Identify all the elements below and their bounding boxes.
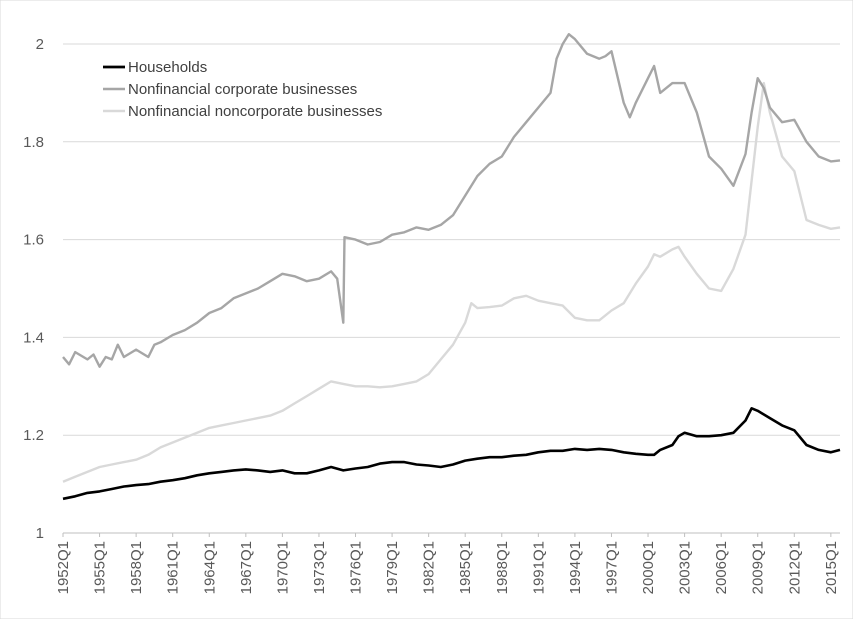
x-tick-label: 2003Q1: [677, 541, 694, 594]
y-tick-label: 2: [36, 36, 44, 53]
x-tick-label: 2015Q1: [823, 541, 840, 594]
y-tick-label: 1: [36, 525, 44, 542]
x-tick-label: 1976Q1: [348, 541, 365, 594]
x-tick-label: 2000Q1: [640, 541, 657, 594]
y-tick-label: 1.6: [23, 232, 44, 249]
x-tick-label: 1985Q1: [457, 541, 474, 594]
x-tick-label: 1958Q1: [128, 541, 145, 594]
x-tick-label: 1967Q1: [238, 541, 255, 594]
legend-label: Nonfinancial corporate businesses: [128, 81, 357, 98]
x-tick-label: 1991Q1: [530, 541, 547, 594]
legend-label: Households: [128, 59, 207, 76]
x-tick-label: 1982Q1: [421, 541, 438, 594]
y-tick-label: 1.4: [23, 329, 44, 346]
x-tick-label: 1955Q1: [92, 541, 109, 594]
y-tick-label: 1.8: [23, 134, 44, 151]
x-axis-labels: 1952Q1 1955Q1 1958Q1 1961Q1 1964Q1 1967Q1 1970…: [55, 541, 840, 594]
x-tick-label: 1973Q1: [311, 541, 328, 594]
series-lines: [62, 33, 841, 501]
x-axis: [62, 532, 840, 537]
legend: Households Nonfinancial corporate busines…: [103, 59, 382, 120]
x-tick-label: 2009Q1: [750, 541, 767, 594]
x-tick-label: 1997Q1: [603, 541, 620, 594]
x-tick-label: 1970Q1: [274, 541, 291, 594]
x-tick-label: 1961Q1: [165, 541, 182, 594]
series-line: [62, 33, 841, 368]
series-line: [62, 81, 841, 483]
x-tick-label: 1994Q1: [567, 541, 584, 594]
y-axis-labels: 1 1.2 1.4 1.6 1.8 2: [23, 36, 44, 542]
y-tick-label: 1.2: [23, 427, 44, 444]
legend-label: Nonfinancial noncorporate businesses: [128, 103, 382, 120]
x-tick-label: 1952Q1: [55, 541, 72, 594]
x-tick-label: 2006Q1: [713, 541, 730, 594]
series-line: [62, 407, 841, 501]
x-tick-label: 2012Q1: [786, 541, 803, 594]
x-tick-label: 1964Q1: [201, 541, 218, 594]
x-tick-label: 1979Q1: [384, 541, 401, 594]
x-tick-label: 1988Q1: [494, 541, 511, 594]
